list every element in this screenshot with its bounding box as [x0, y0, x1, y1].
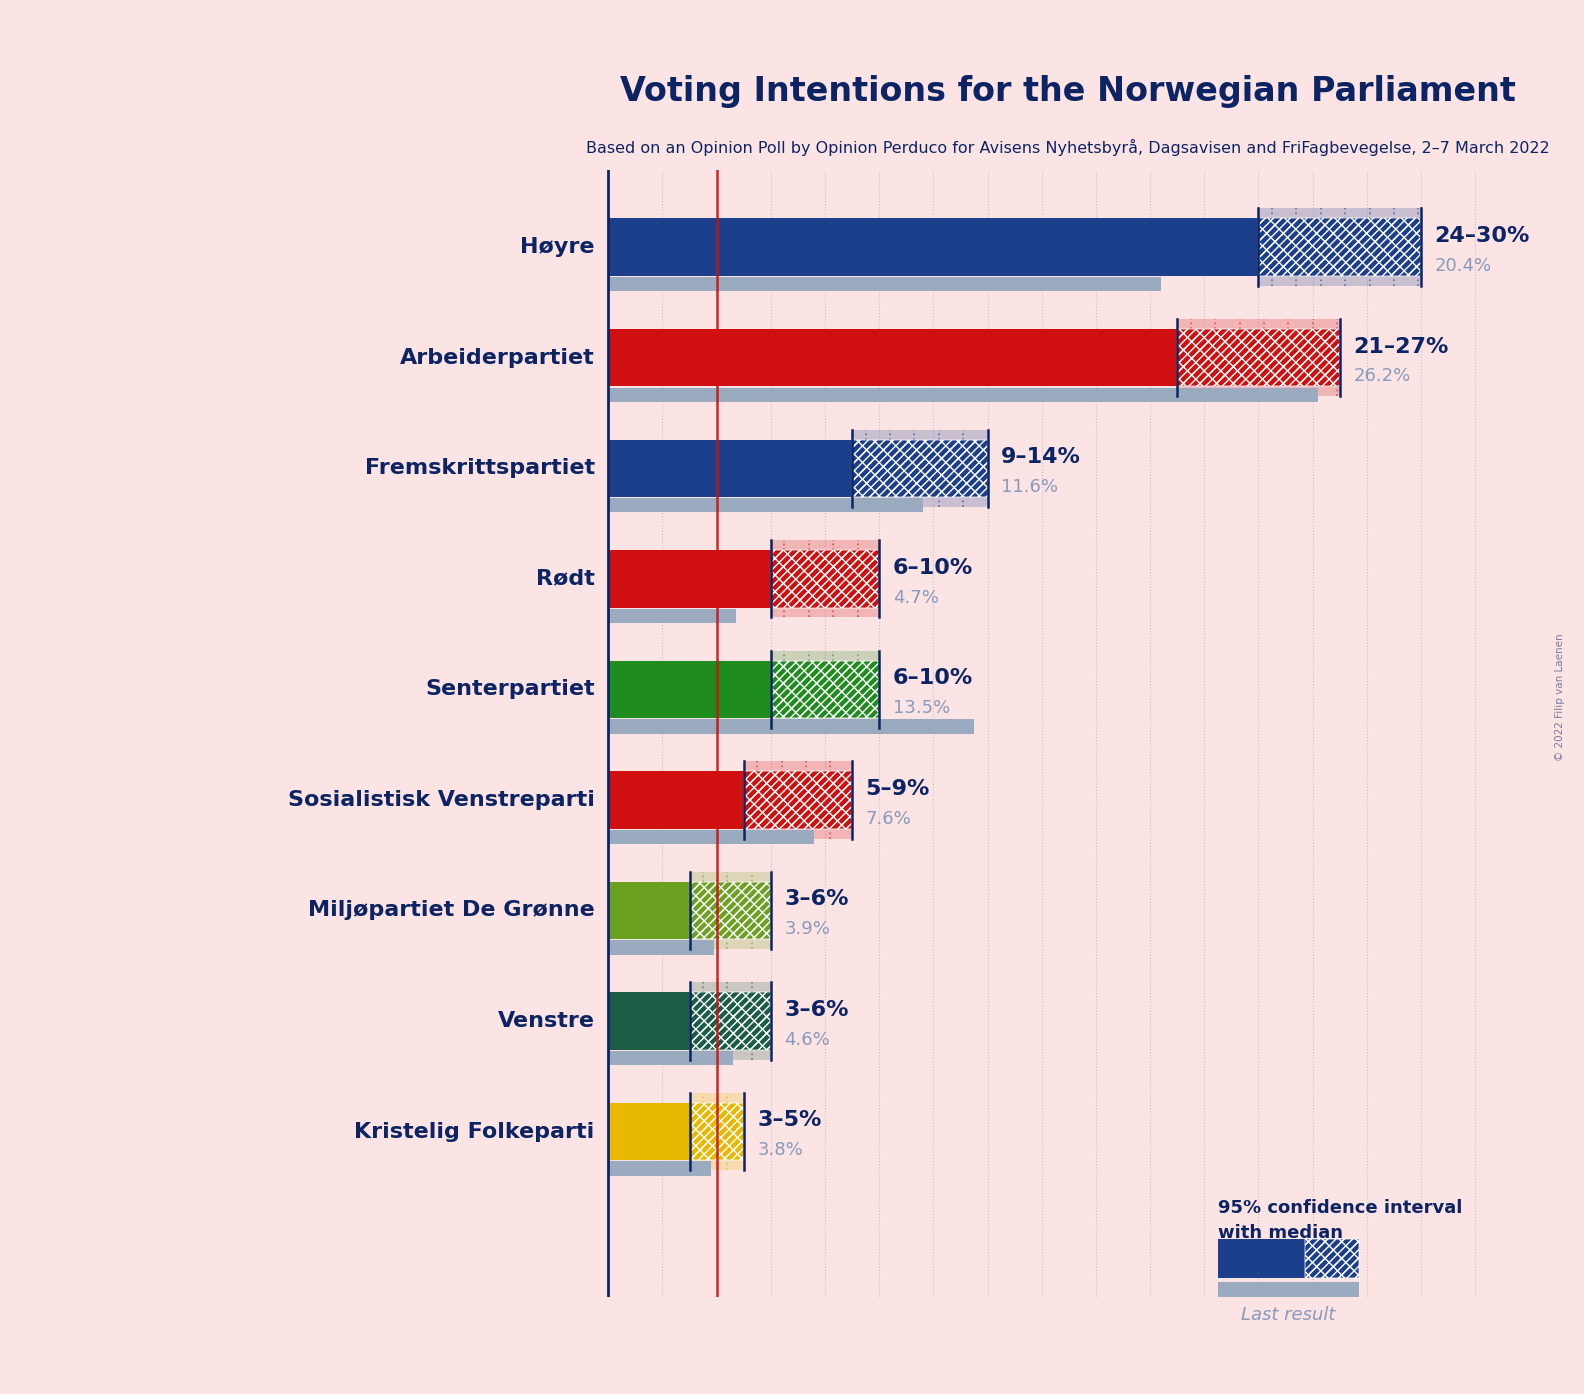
- Bar: [1258, 219, 1421, 276]
- Bar: [608, 941, 714, 955]
- Text: Venstre: Venstre: [497, 1011, 594, 1032]
- Text: 26.2%: 26.2%: [1353, 368, 1410, 386]
- Bar: [608, 551, 771, 608]
- Bar: [608, 1103, 689, 1160]
- Bar: [608, 993, 689, 1050]
- Text: 3–5%: 3–5%: [757, 1111, 822, 1131]
- Bar: [689, 1103, 744, 1160]
- Bar: [608, 609, 735, 623]
- Bar: [608, 881, 689, 940]
- Bar: [689, 881, 771, 940]
- Bar: [744, 771, 852, 828]
- Text: Arbeiderpartiet: Arbeiderpartiet: [401, 347, 594, 368]
- Bar: [1305, 1239, 1359, 1278]
- Bar: [608, 771, 744, 828]
- Bar: [771, 551, 879, 608]
- Bar: [1177, 329, 1340, 386]
- Bar: [1258, 219, 1421, 276]
- Text: © 2022 Filip van Laenen: © 2022 Filip van Laenen: [1555, 633, 1565, 761]
- Text: Voting Intentions for the Norwegian Parliament: Voting Intentions for the Norwegian Parl…: [619, 75, 1516, 107]
- Text: 3–6%: 3–6%: [784, 999, 849, 1020]
- Bar: [1218, 1282, 1359, 1296]
- Bar: [689, 1103, 744, 1160]
- Bar: [689, 1093, 744, 1170]
- Text: Rødt: Rødt: [535, 569, 594, 588]
- Text: Høyre: Høyre: [520, 237, 594, 256]
- Bar: [744, 771, 852, 828]
- Text: 4.6%: 4.6%: [784, 1030, 830, 1048]
- Text: 7.6%: 7.6%: [865, 810, 911, 828]
- Bar: [771, 661, 879, 718]
- Bar: [1177, 329, 1340, 386]
- Bar: [1177, 319, 1340, 396]
- Bar: [608, 1051, 733, 1065]
- Bar: [852, 439, 987, 498]
- Bar: [852, 439, 987, 498]
- Bar: [689, 1103, 744, 1160]
- Bar: [608, 661, 771, 718]
- Bar: [689, 871, 771, 949]
- Text: Miljøpartiet De Grønne: Miljøpartiet De Grønne: [307, 901, 594, 920]
- Bar: [608, 388, 1318, 401]
- Bar: [689, 983, 771, 1059]
- Text: 6–10%: 6–10%: [893, 558, 973, 577]
- Bar: [608, 277, 1161, 291]
- Bar: [771, 661, 879, 718]
- Bar: [1218, 1239, 1305, 1278]
- Text: 3.9%: 3.9%: [784, 920, 830, 938]
- Bar: [771, 551, 879, 608]
- Bar: [744, 771, 852, 828]
- Text: 3–6%: 3–6%: [784, 889, 849, 909]
- Text: with median: with median: [1218, 1224, 1343, 1242]
- Bar: [1258, 219, 1421, 276]
- Bar: [852, 439, 987, 498]
- Text: 4.7%: 4.7%: [893, 588, 939, 606]
- Bar: [689, 993, 771, 1050]
- Text: 20.4%: 20.4%: [1435, 256, 1492, 275]
- Bar: [608, 498, 922, 513]
- Bar: [771, 551, 879, 608]
- Bar: [771, 539, 879, 618]
- Bar: [771, 651, 879, 728]
- Text: 24–30%: 24–30%: [1435, 226, 1530, 247]
- Bar: [1177, 329, 1340, 386]
- Bar: [689, 881, 771, 940]
- Text: Kristelig Folkeparti: Kristelig Folkeparti: [355, 1122, 594, 1142]
- Bar: [608, 829, 814, 845]
- Text: 6–10%: 6–10%: [893, 668, 973, 689]
- Bar: [771, 661, 879, 718]
- Bar: [1305, 1239, 1359, 1278]
- Text: 3.8%: 3.8%: [757, 1142, 803, 1160]
- Bar: [689, 881, 771, 940]
- Bar: [689, 993, 771, 1050]
- Bar: [744, 761, 852, 839]
- Text: Based on an Opinion Poll by Opinion Perduco for Avisens Nyhetsbyrå, Dagsavisen a: Based on an Opinion Poll by Opinion Perd…: [586, 139, 1549, 156]
- Bar: [608, 329, 1177, 386]
- Text: Last result: Last result: [1242, 1306, 1335, 1324]
- Bar: [608, 1161, 711, 1175]
- Bar: [689, 993, 771, 1050]
- Text: Sosialistisk Venstreparti: Sosialistisk Venstreparti: [288, 790, 594, 810]
- Bar: [852, 429, 987, 507]
- Bar: [1258, 209, 1421, 286]
- Text: 21–27%: 21–27%: [1353, 336, 1449, 357]
- Text: 11.6%: 11.6%: [1001, 478, 1058, 496]
- Text: Fremskrittspartiet: Fremskrittspartiet: [364, 459, 594, 478]
- Text: 9–14%: 9–14%: [1001, 447, 1080, 467]
- Text: 13.5%: 13.5%: [893, 700, 950, 717]
- Bar: [608, 219, 1258, 276]
- Bar: [608, 719, 974, 733]
- Text: 5–9%: 5–9%: [865, 779, 930, 799]
- Text: Senterpartiet: Senterpartiet: [425, 679, 594, 700]
- Text: 95% confidence interval: 95% confidence interval: [1218, 1199, 1462, 1217]
- Bar: [608, 439, 852, 498]
